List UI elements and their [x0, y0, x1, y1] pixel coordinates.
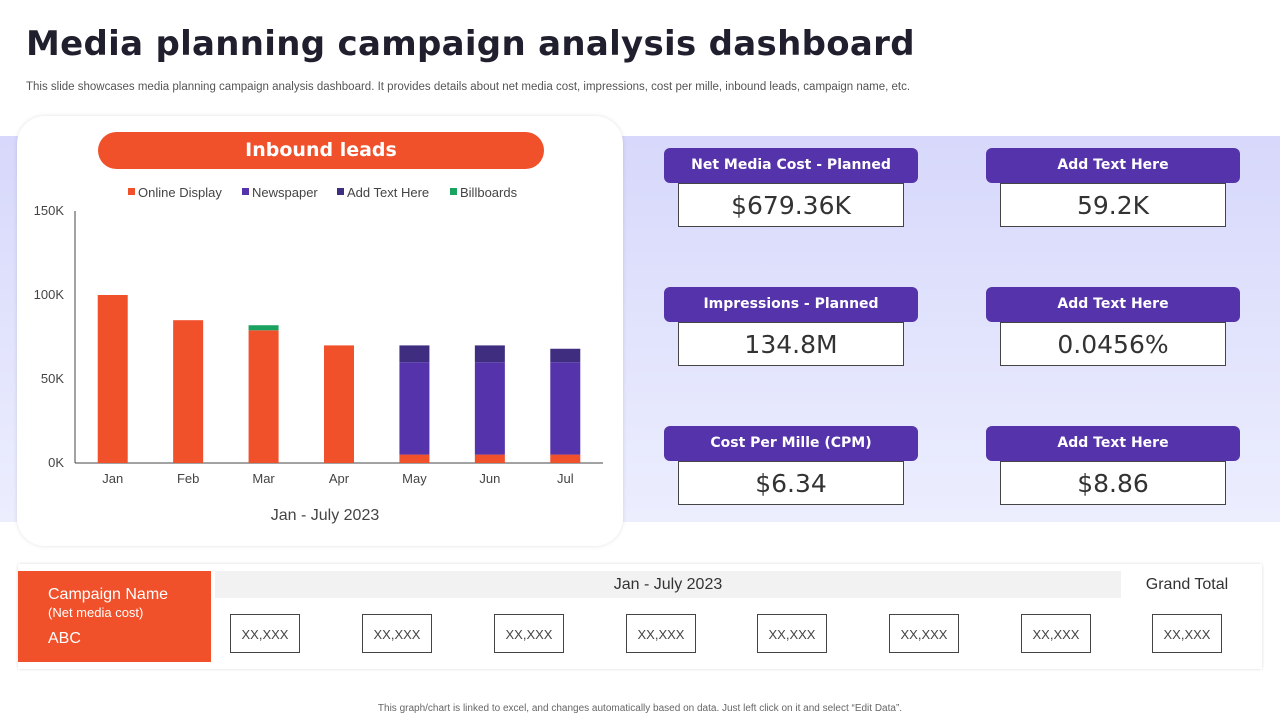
bar-newspaper	[474, 362, 505, 455]
kpi-value-add-text-1: 59.2K	[1000, 183, 1226, 227]
legend-label: Billboards	[460, 185, 518, 200]
legend-swatch	[337, 188, 344, 195]
bar-newspaper	[550, 362, 581, 455]
legend-label: Add Text Here	[347, 185, 429, 200]
footer-note: This graph/chart is linked to excel, and…	[377, 703, 903, 714]
legend-label: Online Display	[138, 185, 222, 200]
bar-online-display	[550, 454, 581, 463]
y-tick-label: 100K	[34, 287, 65, 302]
legend-swatch	[128, 188, 135, 195]
grand-total-header: Grand Total	[1145, 576, 1229, 593]
bar-online-display	[248, 330, 279, 463]
bar-add-text-here	[550, 348, 581, 363]
table-value-cell: XX,XXX	[757, 614, 827, 653]
table-value-cell: XX,XXX	[889, 614, 959, 653]
kpi-value-add-text-3: $8.86	[1000, 461, 1226, 505]
y-tick-label: 0K	[48, 455, 64, 470]
campaign-name-label: Campaign Name	[48, 586, 169, 603]
period-header: Jan - July 2023	[215, 571, 1121, 598]
table-value-cell: XX,XXX	[626, 614, 696, 653]
kpi-value-add-text-2: 0.0456%	[1000, 322, 1226, 366]
kpi-label-add-text-1: Add Text Here	[986, 148, 1240, 183]
grand-total-value: XX,XXX	[1152, 614, 1222, 653]
page-subtitle: This slide showcases media planning camp…	[26, 81, 911, 93]
kpi-value-net-media-cost: $679.36K	[678, 183, 904, 227]
bar-online-display	[474, 454, 505, 463]
page-title: Media planning campaign analysis dashboa…	[26, 24, 915, 64]
bar-online-display	[97, 295, 128, 463]
inbound-leads-chart: 0K 50K 100K 150K Jan Feb Mar Apr May Jun Jul Jan - …	[34, 185, 603, 524]
bar-newspaper	[399, 362, 430, 455]
chart-title: Inbound leads	[98, 132, 544, 169]
kpi-label-net-media-cost: Net Media Cost - Planned	[664, 148, 918, 183]
table-value-cell: XX,XXX	[230, 614, 300, 653]
x-tick-label: Jun	[479, 471, 500, 486]
bar-add-text-here	[474, 345, 505, 363]
campaign-value: ABC	[48, 630, 81, 647]
kpi-label-add-text-3: Add Text Here	[986, 426, 1240, 461]
x-tick-label: Jan	[102, 471, 123, 486]
table-value-cell: XX,XXX	[362, 614, 432, 653]
campaign-sub-label: (Net media cost)	[48, 605, 144, 620]
x-tick-label: Feb	[177, 471, 199, 486]
legend-swatch	[450, 188, 457, 195]
x-tick-label: May	[402, 471, 427, 486]
kpi-label-impressions: Impressions - Planned	[664, 287, 918, 322]
legend-swatch	[242, 188, 249, 195]
bar-billboards	[248, 325, 279, 331]
bar-online-display	[399, 454, 430, 463]
bar-add-text-here	[399, 345, 430, 363]
legend-label: Newspaper	[252, 185, 318, 200]
kpi-value-impressions: 134.8M	[678, 322, 904, 366]
y-tick-label: 150K	[34, 203, 65, 218]
table-value-cell: XX,XXX	[1021, 614, 1091, 653]
y-tick-label: 50K	[41, 371, 64, 386]
kpi-label-add-text-2: Add Text Here	[986, 287, 1240, 322]
kpi-value-cpm: $6.34	[678, 461, 904, 505]
table-value-cell: XX,XXX	[494, 614, 564, 653]
x-tick-label: Jul	[557, 471, 574, 486]
kpi-label-cpm: Cost Per Mille (CPM)	[664, 426, 918, 461]
x-tick-label: Mar	[252, 471, 275, 486]
x-tick-label: Apr	[329, 471, 350, 486]
x-axis-title: Jan - July 2023	[271, 507, 380, 524]
bar-online-display	[324, 345, 354, 463]
bar-online-display	[173, 320, 204, 463]
campaign-cell: Campaign Name (Net media cost) ABC	[18, 571, 211, 662]
